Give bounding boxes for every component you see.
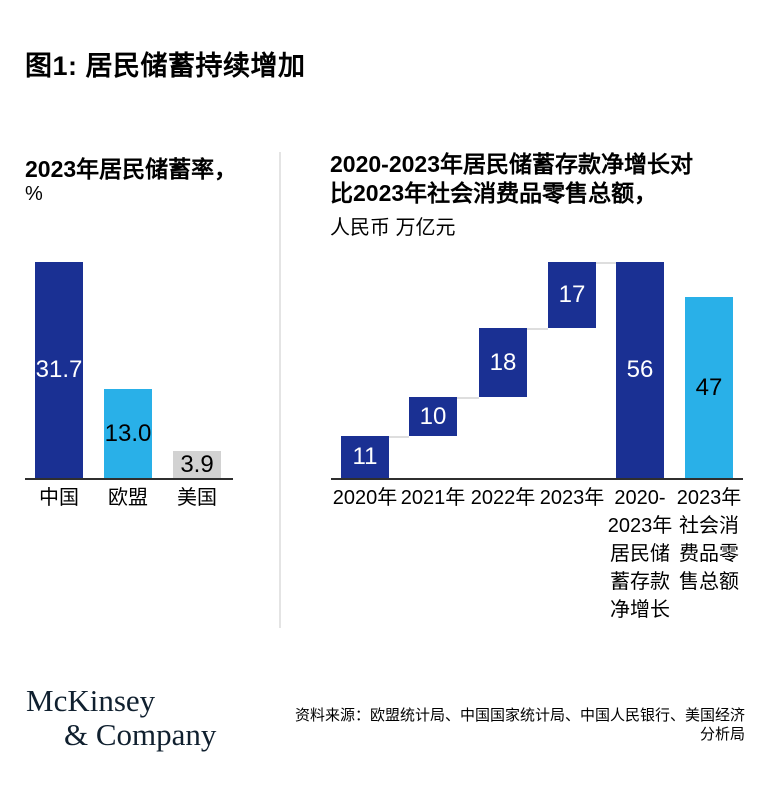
source-note-line2: 分析局 [699,726,745,743]
category-label-line: 社会消 [679,515,739,537]
mckinsey-logo-line2: & Company [64,717,217,752]
right-chart-category-label-2: 2021年 [395,484,471,512]
category-label-line: 居民储 [610,543,670,565]
category-label-line: 2023年 [676,487,742,509]
waterfall-connector-4 [596,262,616,264]
category-label-line: 2021年 [400,487,466,509]
panel-divider [279,152,281,628]
category-label-line: 2022年 [470,487,536,509]
mckinsey-logo: McKinsey & Company [26,684,216,752]
bar-value-label: 3.9 [180,450,214,478]
right-chart-title-line1: 2020-2023年居民储蓄存款净增长对 [330,151,693,177]
mckinsey-logo-line1: McKinsey [26,683,156,718]
category-label-line: 净增长 [610,599,670,621]
bar-value-label: 13.0 [104,419,152,447]
right-chart-title: 2020-2023年居民储蓄存款净增长对 比2023年社会消费品零售总额， [330,150,760,208]
left-chart-category-label-1: 中国 [39,487,79,509]
right-chart-unit: 人民币 万亿元 [330,217,456,239]
right-chart-baseline-axis [331,478,743,480]
category-label-line: 费品零 [679,543,739,565]
right-chart-category-label-5: 2020- 2023年居民储蓄存款净增长 [602,484,678,624]
right-chart-bar-6: 47 [685,297,733,478]
source-note: 资料来源：欧盟统计局、中国国家统计局、中国人民银行、美国经济 分析局 [255,706,745,744]
left-chart-bar-3: 3.9 [173,451,221,478]
category-label-line: 2023年 [607,515,673,537]
left-chart-unit: % [25,183,43,205]
right-chart-bar-5: 56 [616,262,664,478]
left-chart-title: 2023年居民储蓄率， [25,156,238,182]
right-chart-bar-4: 17 [548,262,596,328]
left-chart-category-label-3: 美国 [177,487,217,509]
category-label-line: 2023年 [539,487,605,509]
category-label-line: 售总额 [679,571,739,593]
left-chart-baseline-axis [25,478,233,480]
left-chart-bar-1: 31.7 [35,262,83,478]
category-label-line: 2020年 [332,487,398,509]
right-chart-bar-3: 18 [479,328,527,397]
bar-value-label: 17 [558,281,586,308]
waterfall-connector-3 [527,328,548,330]
right-chart-category-label-6: 2023年社会消费品零售总额 [671,484,747,596]
right-chart-category-label-1: 2020年 [327,484,403,512]
page-title: 图1: 居民储蓄持续增加 [25,51,306,81]
bar-value-label: 31.7 [35,356,83,383]
left-chart-category-label-2: 欧盟 [108,487,148,509]
category-label-line: 2020- [614,487,666,509]
bar-value-label: 18 [489,348,517,376]
bar-value-label: 11 [352,443,378,470]
right-chart-title-line2: 比2023年社会消费品零售总额， [330,180,658,206]
right-chart-bar-2: 10 [409,397,457,436]
left-chart-bar-2: 13.0 [104,389,152,478]
bar-value-label: 56 [626,356,654,383]
right-chart-category-label-4: 2023年 [534,484,610,512]
waterfall-connector-1 [389,436,409,438]
source-note-line1: 资料来源：欧盟统计局、中国国家统计局、中国人民银行、美国经济 [294,707,745,724]
bar-value-label: 47 [695,373,723,401]
right-chart-bar-1: 11 [341,436,389,478]
bar-value-label: 10 [419,402,447,430]
category-label-line: 蓄存款 [610,571,670,593]
waterfall-connector-2 [457,397,479,399]
right-chart-category-label-3: 2022年 [465,484,541,512]
